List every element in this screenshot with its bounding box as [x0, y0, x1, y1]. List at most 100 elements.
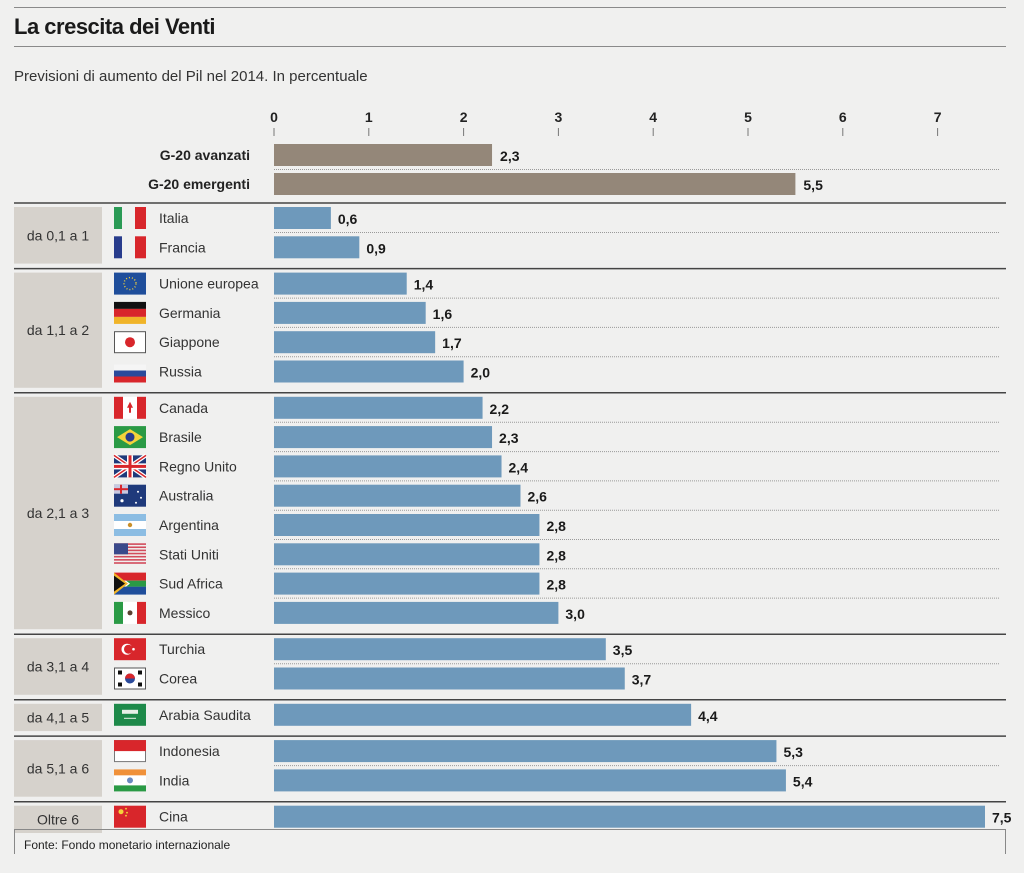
flag-japan-icon — [114, 331, 146, 354]
flag-indonesia-icon — [114, 740, 146, 763]
flag-argentina-icon — [114, 514, 146, 536]
x-tick-label: 5 — [744, 109, 752, 125]
country-bar — [274, 484, 521, 507]
source-box: Fonte: Fondo monetario internazionale — [14, 829, 1006, 854]
value-label: 2,8 — [546, 547, 566, 563]
flag-italy-icon — [114, 207, 146, 229]
aggregate-bar — [274, 144, 493, 166]
country-bar — [274, 455, 502, 478]
country-label: Sud Africa — [159, 576, 223, 592]
x-tick-label: 3 — [555, 109, 563, 125]
group-range-label: da 5,1 a 6 — [27, 760, 89, 776]
aggregate-label: G-20 avanzati — [160, 147, 250, 163]
country-bar — [274, 543, 540, 566]
country-bar — [274, 667, 625, 690]
flag-germany-icon — [114, 301, 146, 324]
group-range-box — [14, 703, 102, 732]
value-label: 0,6 — [338, 211, 358, 227]
country-bar — [274, 805, 985, 828]
country-bar — [274, 236, 360, 259]
country-bar — [274, 426, 493, 449]
country-label: Germania — [159, 305, 221, 321]
group-range-box — [14, 638, 102, 695]
group-range-label: da 1,1 a 2 — [27, 322, 89, 338]
country-label: Corea — [159, 671, 197, 687]
flag-turkey-icon — [114, 638, 146, 661]
country-label: Cina — [159, 809, 188, 825]
country-bar — [274, 514, 540, 536]
country-label: Argentina — [159, 517, 219, 533]
flag-russia-icon — [114, 364, 146, 383]
country-label: Canada — [159, 400, 208, 416]
flag-saudi-arabia-icon — [114, 703, 146, 726]
value-label: 2,3 — [500, 148, 520, 164]
value-label: 2,3 — [499, 430, 519, 446]
value-label: 0,9 — [366, 240, 386, 256]
value-label: 1,6 — [433, 306, 453, 322]
value-label: 3,7 — [632, 672, 652, 688]
flag-canada-icon — [114, 396, 146, 419]
group-range-label: da 0,1 a 1 — [27, 227, 89, 243]
group-range-box — [14, 740, 102, 797]
value-label: 3,0 — [565, 606, 585, 622]
country-bar — [274, 769, 786, 792]
title-rule — [14, 46, 1006, 47]
flag-korea-icon — [114, 667, 146, 690]
value-label: 4,4 — [698, 708, 718, 724]
group-range-label: da 3,1 a 4 — [27, 659, 89, 675]
country-label: Russia — [159, 364, 202, 380]
source-left-border — [14, 830, 15, 854]
value-label: 2,6 — [527, 489, 547, 505]
country-label: Turchia — [159, 641, 205, 657]
country-bar — [274, 740, 777, 763]
flag-eu-icon — [114, 272, 146, 295]
country-label: Regno Unito — [159, 458, 237, 474]
group-range-label: da 4,1 a 5 — [27, 709, 89, 725]
country-bar — [274, 331, 436, 354]
country-bar — [274, 601, 559, 624]
top-rule — [14, 7, 1006, 8]
value-label: 5,5 — [803, 177, 823, 193]
flag-south-africa-icon — [114, 572, 146, 595]
aggregate-label: G-20 emergenti — [148, 176, 250, 192]
value-label: 2,2 — [490, 401, 510, 417]
country-bar — [274, 301, 426, 324]
country-label: Unione europea — [159, 276, 259, 292]
country-bar — [274, 207, 331, 229]
country-label: Giappone — [159, 334, 220, 350]
source-right-border — [1005, 830, 1006, 854]
country-bar — [274, 638, 606, 661]
country-label: Indonesia — [159, 743, 220, 759]
chart-subtitle: Previsioni di aumento del Pil nel 2014. … — [14, 68, 368, 85]
flag-india-icon — [114, 769, 146, 792]
flag-usa-icon — [114, 543, 146, 564]
value-label: 2,8 — [546, 518, 566, 534]
country-label: Messico — [159, 605, 211, 621]
country-label: Australia — [159, 488, 214, 504]
value-label: 5,4 — [793, 773, 813, 789]
value-label: 5,3 — [783, 744, 803, 760]
x-tick-label: 1 — [365, 109, 373, 125]
country-label: Stati Uniti — [159, 546, 219, 562]
country-bar — [274, 572, 540, 595]
flag-mexico-icon — [114, 601, 146, 624]
country-bar — [274, 396, 483, 419]
country-label: Brasile — [159, 429, 202, 445]
value-label: 1,7 — [442, 335, 462, 351]
group-range-box — [14, 805, 102, 833]
value-label: 2,8 — [546, 577, 566, 593]
x-tick-label: 4 — [649, 109, 657, 125]
flag-brazil-icon — [114, 426, 146, 449]
country-bar — [274, 360, 464, 383]
value-label: 2,4 — [509, 459, 529, 475]
country-label: Italia — [159, 210, 189, 226]
value-label: 2,0 — [471, 365, 491, 381]
chart-title: La crescita dei Venti — [14, 14, 216, 39]
x-tick-label: 6 — [839, 109, 847, 125]
flag-uk-icon — [112, 453, 148, 480]
group-range-box — [14, 272, 102, 388]
group-range-label: Oltre 6 — [37, 811, 79, 827]
country-label: Arabia Saudita — [159, 707, 251, 723]
group-range-box — [14, 207, 102, 264]
flag-australia-icon — [114, 484, 146, 507]
